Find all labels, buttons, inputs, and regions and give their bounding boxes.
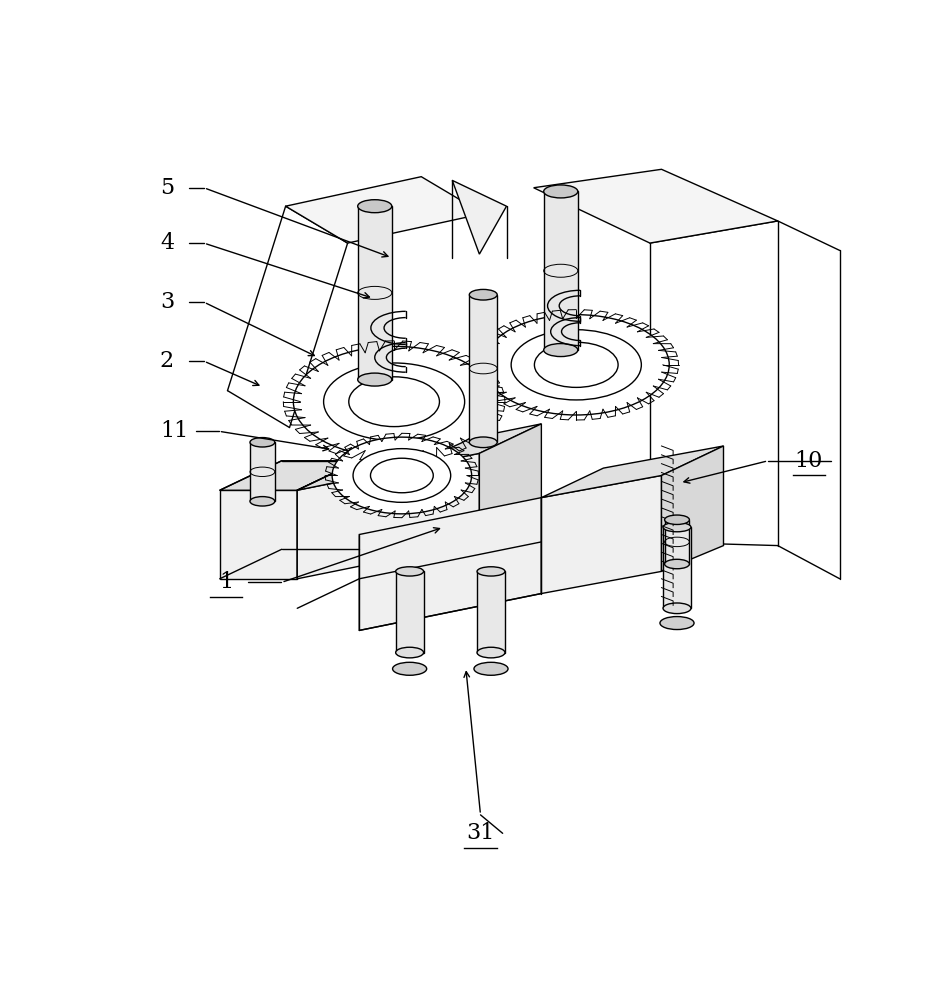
- Text: 31: 31: [466, 822, 495, 844]
- Ellipse shape: [358, 373, 392, 386]
- Polygon shape: [396, 571, 424, 653]
- Polygon shape: [544, 191, 578, 350]
- Text: 11: 11: [160, 420, 188, 442]
- Polygon shape: [220, 461, 359, 490]
- Ellipse shape: [332, 437, 471, 514]
- Text: 1: 1: [219, 571, 233, 593]
- Polygon shape: [297, 424, 542, 490]
- Polygon shape: [480, 424, 542, 542]
- Ellipse shape: [477, 567, 505, 576]
- Ellipse shape: [544, 185, 578, 198]
- Ellipse shape: [534, 342, 618, 387]
- Polygon shape: [358, 206, 392, 380]
- Ellipse shape: [392, 662, 426, 675]
- Text: 2: 2: [160, 350, 174, 372]
- Ellipse shape: [358, 200, 392, 213]
- Polygon shape: [286, 177, 484, 243]
- Text: 3: 3: [160, 291, 174, 313]
- Ellipse shape: [370, 458, 433, 493]
- Polygon shape: [477, 571, 505, 653]
- Polygon shape: [297, 453, 480, 579]
- Ellipse shape: [664, 559, 689, 569]
- Ellipse shape: [469, 437, 497, 448]
- Polygon shape: [297, 461, 359, 579]
- Ellipse shape: [660, 617, 694, 630]
- Polygon shape: [359, 498, 542, 630]
- Ellipse shape: [474, 662, 508, 675]
- Ellipse shape: [250, 438, 275, 447]
- Polygon shape: [542, 475, 662, 594]
- Ellipse shape: [353, 449, 450, 502]
- Polygon shape: [662, 446, 724, 571]
- Ellipse shape: [396, 567, 424, 576]
- Ellipse shape: [324, 363, 465, 440]
- Text: 4: 4: [160, 232, 174, 254]
- Ellipse shape: [293, 346, 495, 457]
- Polygon shape: [469, 295, 497, 442]
- Polygon shape: [220, 490, 297, 579]
- Ellipse shape: [663, 603, 691, 614]
- Polygon shape: [534, 169, 778, 243]
- Text: 5: 5: [160, 177, 174, 199]
- Text: 10: 10: [795, 450, 823, 472]
- Polygon shape: [452, 180, 506, 254]
- Ellipse shape: [348, 377, 440, 427]
- Ellipse shape: [469, 289, 497, 300]
- Polygon shape: [664, 520, 689, 564]
- Ellipse shape: [396, 647, 424, 658]
- Ellipse shape: [477, 647, 505, 658]
- Ellipse shape: [664, 515, 689, 524]
- Polygon shape: [542, 446, 724, 498]
- Polygon shape: [663, 527, 691, 608]
- Ellipse shape: [250, 497, 275, 506]
- Ellipse shape: [544, 344, 578, 357]
- Ellipse shape: [511, 330, 642, 400]
- Ellipse shape: [663, 522, 691, 532]
- Polygon shape: [250, 442, 275, 501]
- Ellipse shape: [484, 315, 669, 415]
